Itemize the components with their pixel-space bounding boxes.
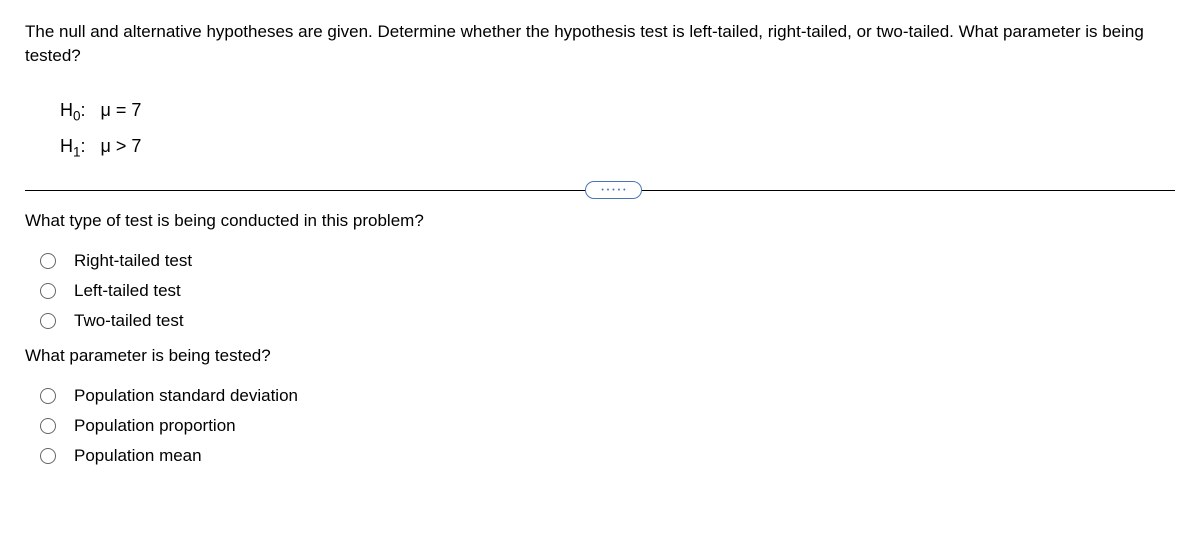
hypotheses-block: H0: μ = 7 H1: μ > 7 bbox=[60, 93, 1175, 165]
question-1-options: Right-tailed test Left-tailed test Two-t… bbox=[40, 251, 1175, 331]
radio-icon[interactable] bbox=[40, 253, 56, 269]
question-2-options: Population standard deviation Population… bbox=[40, 386, 1175, 466]
option-label: Population mean bbox=[74, 446, 202, 466]
option-label: Population proportion bbox=[74, 416, 236, 436]
h1-colon: : bbox=[81, 136, 86, 156]
option-row[interactable]: Population standard deviation bbox=[40, 386, 1175, 406]
alt-hypothesis: H1: μ > 7 bbox=[60, 129, 1175, 165]
question-prompt: The null and alternative hypotheses are … bbox=[25, 20, 1175, 68]
h0-sub: 0 bbox=[73, 108, 81, 123]
divider-handle[interactable]: ••••• bbox=[585, 181, 642, 199]
option-row[interactable]: Left-tailed test bbox=[40, 281, 1175, 301]
radio-icon[interactable] bbox=[40, 283, 56, 299]
h1-label: H bbox=[60, 136, 73, 156]
h0-expr: μ = 7 bbox=[101, 100, 142, 120]
section-divider: ••••• bbox=[25, 190, 1175, 191]
radio-icon[interactable] bbox=[40, 448, 56, 464]
option-label: Right-tailed test bbox=[74, 251, 192, 271]
null-hypothesis: H0: μ = 7 bbox=[60, 93, 1175, 129]
option-label: Two-tailed test bbox=[74, 311, 184, 331]
option-row[interactable]: Right-tailed test bbox=[40, 251, 1175, 271]
question-1-text: What type of test is being conducted in … bbox=[25, 211, 1175, 231]
option-row[interactable]: Population mean bbox=[40, 446, 1175, 466]
h1-expr: μ > 7 bbox=[101, 136, 142, 156]
option-label: Left-tailed test bbox=[74, 281, 181, 301]
radio-icon[interactable] bbox=[40, 418, 56, 434]
radio-icon[interactable] bbox=[40, 313, 56, 329]
h0-colon: : bbox=[81, 100, 86, 120]
option-row[interactable]: Population proportion bbox=[40, 416, 1175, 436]
radio-icon[interactable] bbox=[40, 388, 56, 404]
drag-dots-icon: ••••• bbox=[598, 187, 628, 194]
h1-sub: 1 bbox=[73, 144, 81, 159]
option-row[interactable]: Two-tailed test bbox=[40, 311, 1175, 331]
question-2-text: What parameter is being tested? bbox=[25, 346, 1175, 366]
h0-label: H bbox=[60, 100, 73, 120]
option-label: Population standard deviation bbox=[74, 386, 298, 406]
